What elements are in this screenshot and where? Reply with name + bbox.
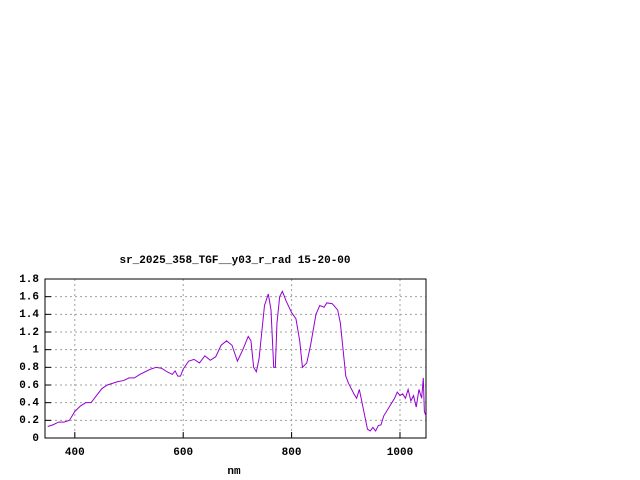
y-tick-label: 0.2 — [19, 415, 39, 427]
y-tick-label: 1.8 — [19, 274, 39, 286]
y-tick-label: 0 — [32, 433, 39, 445]
x-tick-label: 600 — [173, 447, 193, 459]
chart-title: sr_2025_358_TGF__y03_r_rad 15-20-00 — [119, 255, 350, 267]
y-tick-label: 1 — [32, 345, 39, 357]
y-tick-label: 0.4 — [19, 398, 39, 410]
x-axis-label: nm — [227, 466, 241, 478]
y-tick-label: 0.6 — [19, 380, 39, 392]
plot-frame — [44, 278, 427, 439]
y-tick-label: 0.8 — [19, 362, 39, 374]
x-tick-label: 1000 — [387, 447, 413, 459]
x-tick-label: 800 — [282, 447, 302, 459]
y-tick-label: 1.4 — [19, 309, 39, 321]
y-tick-label: 1.6 — [19, 292, 39, 304]
y-tick-label: 1.2 — [19, 327, 39, 339]
x-tick-label: 400 — [65, 447, 85, 459]
data-line — [47, 290, 427, 432]
